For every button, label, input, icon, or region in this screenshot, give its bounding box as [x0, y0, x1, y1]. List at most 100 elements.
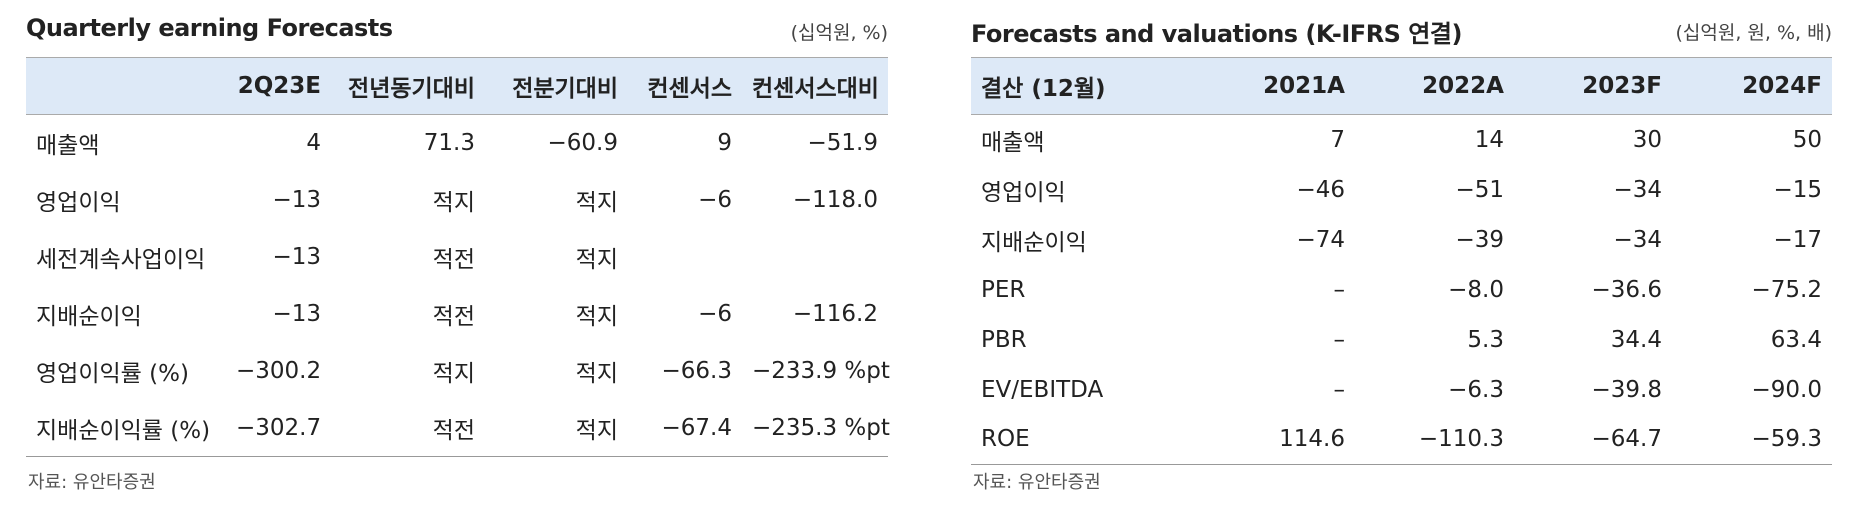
cell: −235.3 %pt — [742, 399, 890, 457]
header-cell: 2024F — [1672, 57, 1832, 115]
cell: −46 — [1296, 176, 1345, 203]
cell: 지배순이익률 (%) — [26, 399, 226, 457]
cell: −302.7 — [226, 399, 331, 457]
header-cell: 2Q23E — [226, 57, 331, 115]
cell: −59.3 — [1672, 414, 1832, 465]
table-row: 영업이익 −13 적지 적지 −6 −118.0 — [26, 172, 888, 229]
cell: −34 — [1613, 226, 1662, 253]
left-panel: Quarterly earning Forecasts (십억원, %) 2Q23E… — [26, 0, 890, 530]
cell: EV/EBITDA — [981, 376, 1104, 403]
cell: 적지 — [575, 304, 618, 330]
table-row: 지배순이익 −13 적전 적지 −6 −116.2 — [26, 286, 888, 343]
cell: 4 — [306, 130, 321, 157]
cell: 9 — [717, 130, 732, 157]
table-row: 영업이익 −46 −51 −34 −15 — [971, 165, 1832, 215]
header-cell — [26, 57, 226, 115]
cell: – — [1333, 376, 1346, 403]
cell: −118.0 — [792, 187, 878, 213]
cell: – — [1333, 276, 1346, 303]
cell: −13 — [272, 244, 321, 270]
table-row: PBR – 5.3 34.4 63.4 — [971, 315, 1832, 365]
unit-label: (십억원, 원, %, 배) — [1675, 22, 1832, 44]
table-row: 영업이익률 (%) −300.2 적지 적지 −66.3 −233.9 %pt — [26, 343, 890, 400]
cell: −75.2 — [1751, 276, 1822, 303]
table-row: 지배순이익 −74 −39 −34 −17 — [971, 215, 1832, 265]
cell: −233.9 %pt — [752, 358, 890, 384]
header-cell: 컨센서스 — [628, 57, 742, 115]
cell: 50 — [1792, 126, 1822, 153]
cell: −13 — [272, 187, 321, 213]
cell: −36.6 — [1591, 276, 1662, 303]
cell: 적지 — [432, 361, 475, 387]
cell: 적지 — [575, 247, 618, 273]
cell: – — [1333, 326, 1346, 353]
header-cell: 결산 (12월) — [971, 57, 1171, 115]
cell: 매출액 — [981, 129, 1045, 156]
table-row: 세전계속사업이익 −13 적전 적지 — [26, 229, 888, 286]
header-cell: 전년동기대비 — [331, 57, 485, 115]
header-cell: 2023F — [1514, 57, 1672, 115]
cell: 적전 — [331, 399, 485, 457]
header-cell: 전분기대비 — [485, 57, 628, 115]
source-note: 자료: 유안타증권 — [973, 472, 1101, 493]
header-cell: 2022A — [1355, 57, 1514, 115]
cell: 71.3 — [423, 130, 475, 157]
cell: 적전 — [432, 304, 475, 330]
cell: −15 — [1773, 176, 1822, 203]
cell: 적지 — [575, 190, 618, 216]
cell — [628, 229, 742, 286]
header-cell: 컨센서스대비 — [742, 57, 888, 115]
cell: 적지 — [485, 399, 628, 457]
cell: 지배순이익 — [981, 229, 1087, 256]
cell: 114.6 — [1171, 414, 1355, 465]
cell: 영업이익 — [36, 190, 121, 216]
cell: −6.3 — [1448, 376, 1504, 403]
cell: 적전 — [432, 247, 475, 273]
cell: −6 — [698, 301, 732, 327]
cell: −116.2 — [792, 301, 878, 327]
cell: 5.3 — [1467, 326, 1504, 353]
cell: 34.4 — [1610, 326, 1662, 353]
unit-label: (십억원, %) — [790, 22, 888, 44]
cell: PER — [981, 276, 1026, 303]
cell: 30 — [1632, 126, 1662, 153]
table-title: Quarterly earning Forecasts — [26, 14, 393, 42]
header-row: 2Q23E 전년동기대비 전분기대비 컨센서스 컨센서스대비 — [26, 57, 888, 115]
cell: −90.0 — [1751, 376, 1822, 403]
cell: −66.3 — [661, 358, 732, 384]
cell: −64.7 — [1514, 414, 1672, 465]
cell: 영업이익률 (%) — [36, 361, 189, 387]
cell: 매출액 — [36, 133, 100, 160]
cell: 적지 — [432, 190, 475, 216]
cell: 적지 — [575, 361, 618, 387]
right-panel: Forecasts and valuations (K-IFRS 연결) (십억원… — [971, 0, 1832, 530]
cell: −13 — [272, 301, 321, 327]
cell: 지배순이익 — [36, 304, 142, 330]
cell: −51.9 — [807, 130, 878, 157]
cell: −300.2 — [236, 358, 322, 384]
cell: 7 — [1330, 126, 1345, 153]
cell: 영업이익 — [981, 179, 1066, 206]
cell: −39.8 — [1591, 376, 1662, 403]
table-row: 지배순이익률 (%) −302.7 적전 적지 −67.4 −235.3 %pt — [26, 399, 890, 457]
cell: −17 — [1773, 226, 1822, 253]
header-row: 결산 (12월) 2021A 2022A 2023F 2024F — [971, 57, 1832, 115]
cell: −110.3 — [1355, 414, 1514, 465]
table-row: 매출액 7 14 30 50 — [971, 115, 1832, 165]
table-row: PER – −8.0 −36.6 −75.2 — [971, 265, 1832, 315]
cell: 14 — [1474, 126, 1504, 153]
cell: ROE — [971, 414, 1171, 465]
table-row: 매출액 4 71.3 −60.9 9 −51.9 — [26, 115, 888, 172]
table-title: Forecasts and valuations (K-IFRS 연결) — [971, 20, 1462, 48]
cell: −60.9 — [547, 130, 618, 157]
cell: −51 — [1455, 176, 1504, 203]
cell: −74 — [1296, 226, 1345, 253]
cell: −8.0 — [1448, 276, 1504, 303]
cell: −39 — [1455, 226, 1504, 253]
cell: 63.4 — [1770, 326, 1822, 353]
cell — [742, 229, 888, 286]
data-table: 결산 (12월) 2021A 2022A 2023F 2024F 매출액 7 14 30 50 영업… — [971, 57, 1832, 465]
cell: PBR — [981, 326, 1027, 353]
